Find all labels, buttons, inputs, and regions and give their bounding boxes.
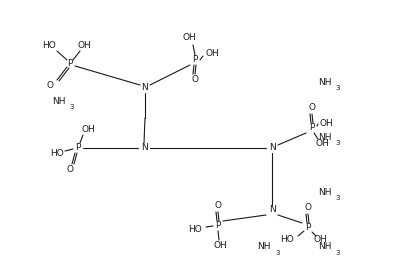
- Text: O: O: [215, 202, 222, 210]
- Text: P: P: [75, 143, 81, 152]
- Text: NH: NH: [257, 242, 271, 252]
- Text: OH: OH: [182, 33, 196, 42]
- Text: HO: HO: [280, 235, 294, 245]
- Text: OH: OH: [314, 235, 328, 245]
- Text: P: P: [192, 56, 198, 65]
- Text: OH: OH: [78, 41, 92, 49]
- Text: NH: NH: [52, 96, 66, 105]
- Text: NH: NH: [318, 242, 332, 252]
- Text: OH: OH: [81, 125, 95, 135]
- Text: NH: NH: [318, 188, 332, 197]
- Text: P: P: [305, 223, 311, 233]
- Text: OH: OH: [205, 49, 219, 58]
- Text: P: P: [67, 58, 73, 68]
- Text: N: N: [141, 143, 147, 152]
- Text: NH: NH: [318, 133, 332, 142]
- Text: 3: 3: [70, 104, 74, 109]
- Text: NH: NH: [318, 78, 332, 87]
- Text: 3: 3: [336, 85, 340, 91]
- Text: OH: OH: [214, 241, 228, 250]
- Text: P: P: [215, 222, 221, 230]
- Text: HO: HO: [42, 41, 56, 49]
- Text: P: P: [309, 124, 315, 132]
- Text: HO: HO: [50, 148, 64, 158]
- Text: OH: OH: [320, 120, 334, 128]
- Text: O: O: [305, 203, 312, 213]
- Text: HO: HO: [188, 225, 202, 234]
- Text: 3: 3: [336, 249, 340, 256]
- Text: O: O: [46, 80, 53, 89]
- Text: N: N: [141, 84, 149, 92]
- Text: N: N: [269, 206, 275, 214]
- Text: O: O: [309, 104, 316, 112]
- Text: N: N: [269, 143, 275, 152]
- Text: 3: 3: [336, 140, 340, 146]
- Text: OH: OH: [316, 139, 330, 148]
- Text: 3: 3: [336, 195, 340, 201]
- Text: O: O: [66, 166, 73, 175]
- Text: O: O: [191, 76, 198, 84]
- Text: 3: 3: [275, 249, 279, 256]
